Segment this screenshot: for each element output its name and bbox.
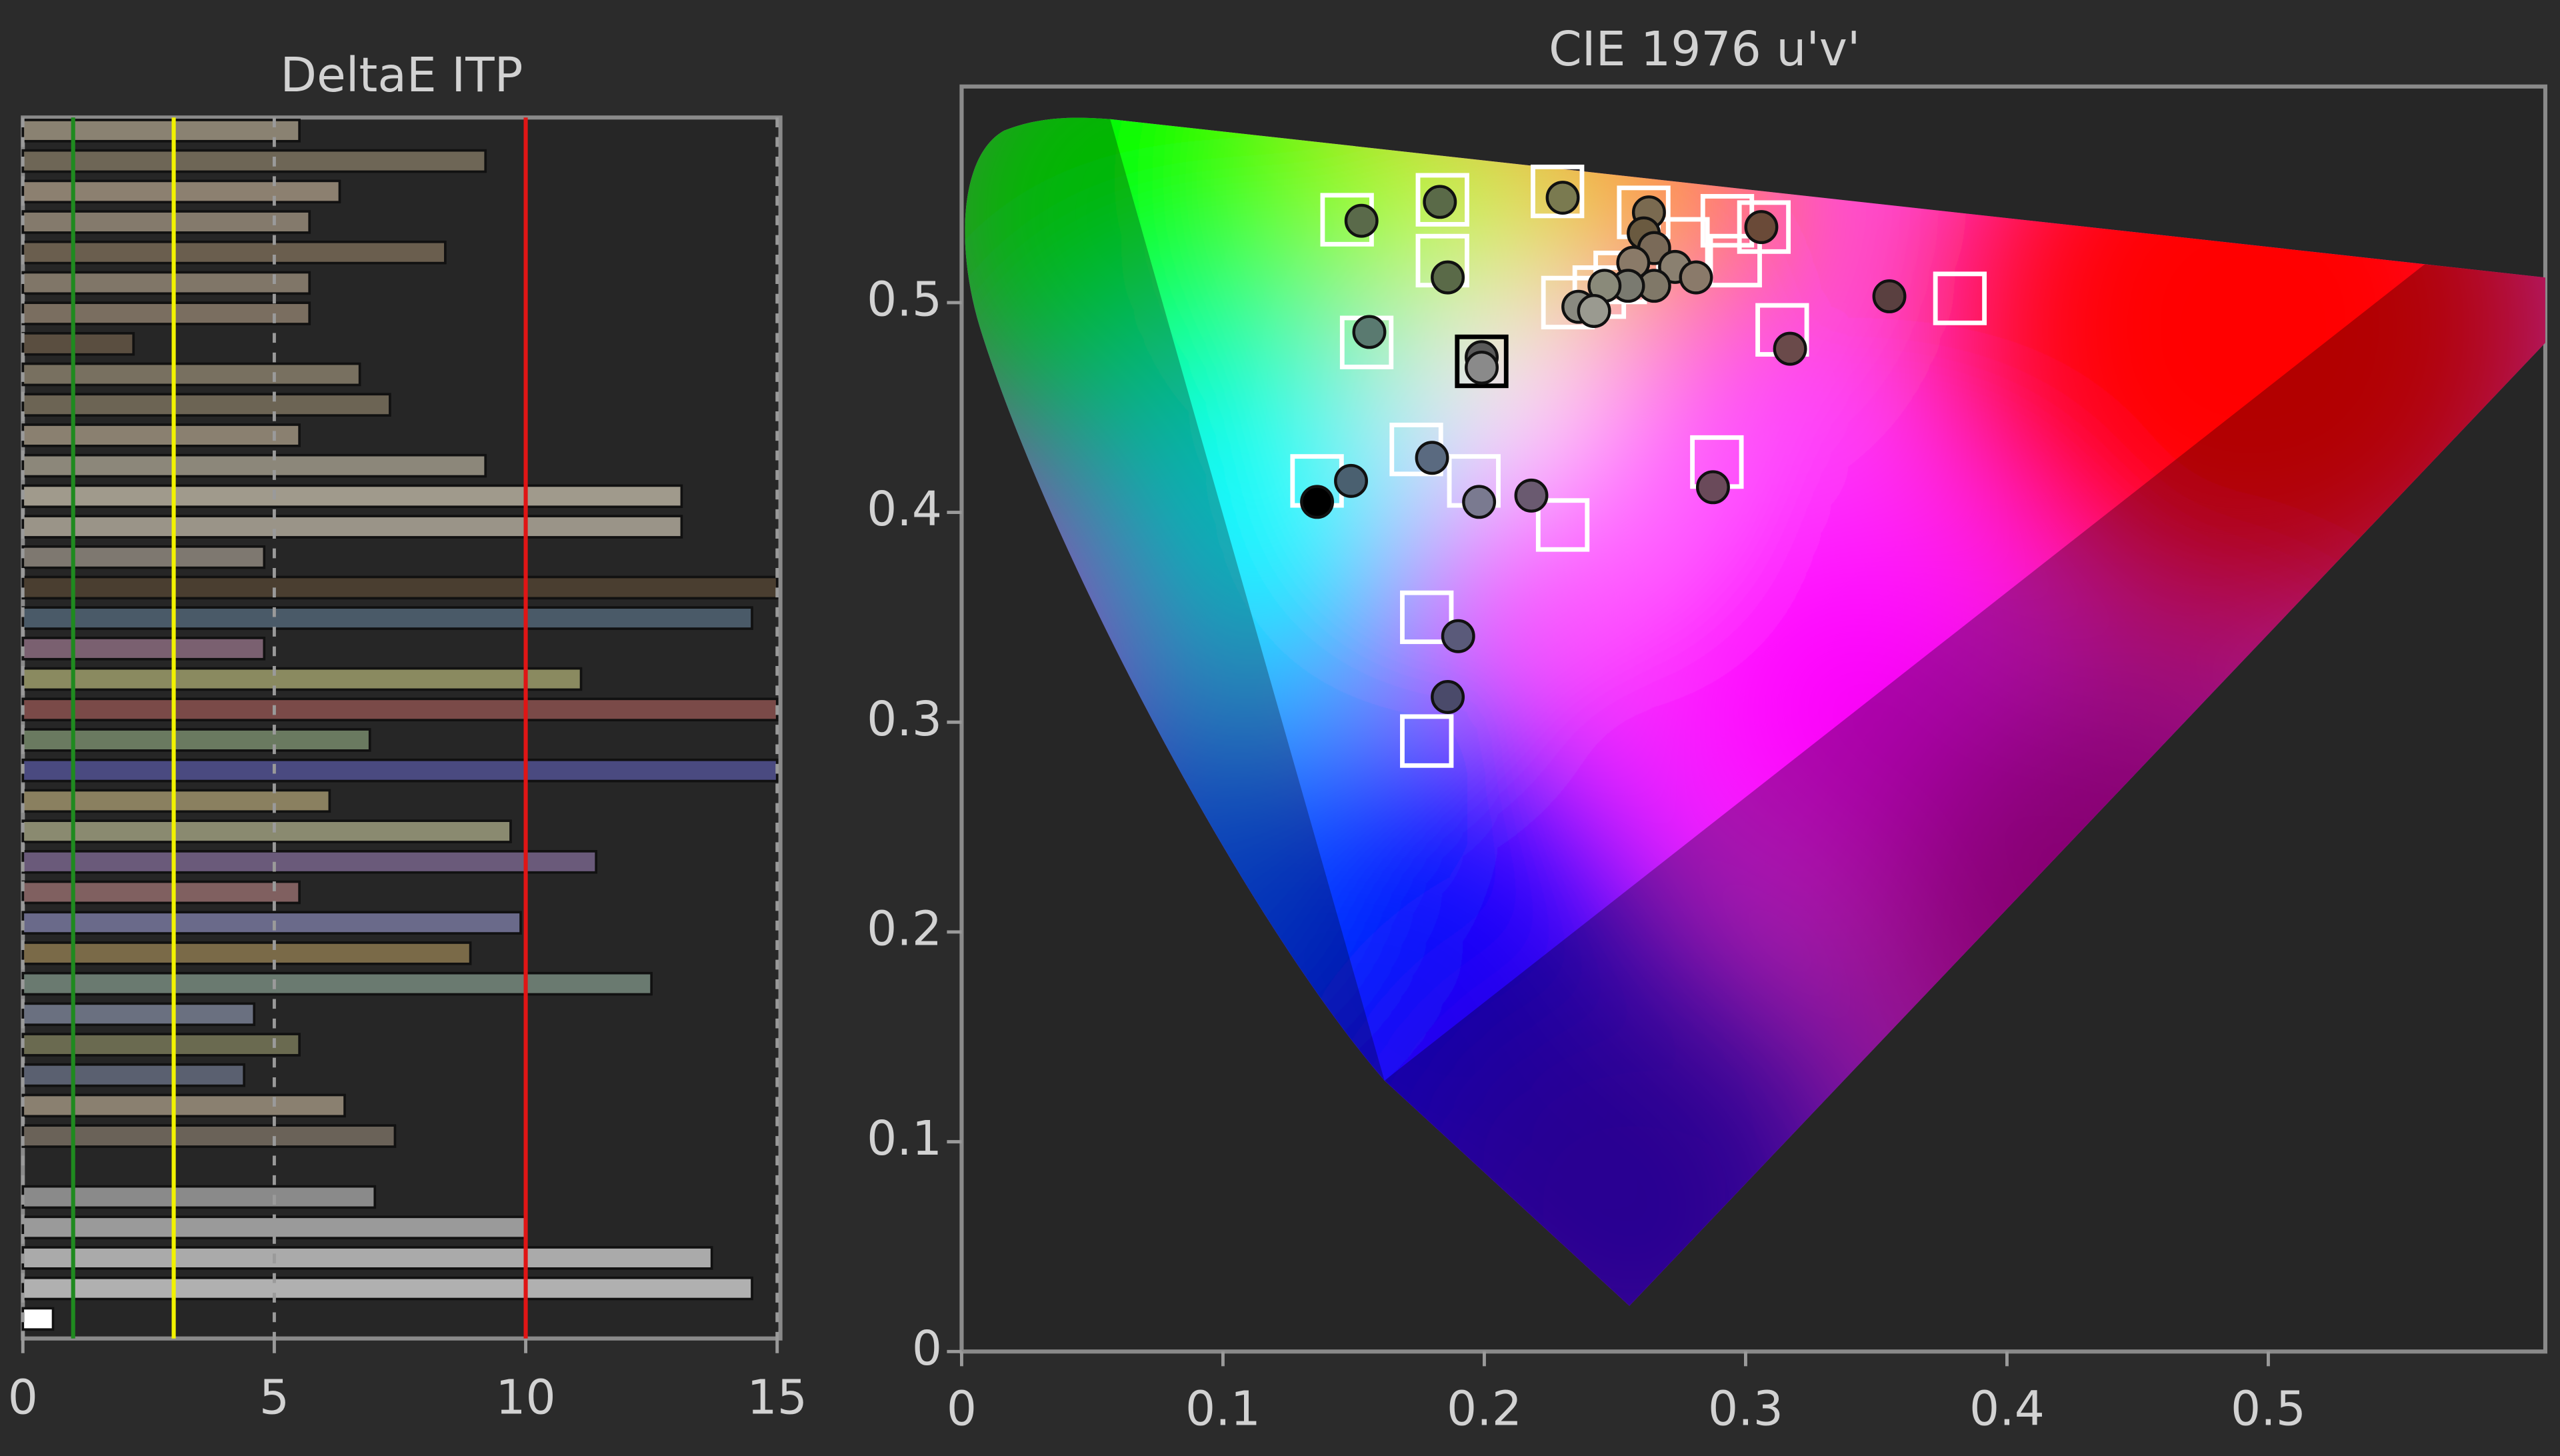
- target-marker: [1531, 164, 1585, 219]
- bar: [21, 728, 371, 752]
- measured-marker: [1441, 619, 1475, 653]
- x-tick-label: 0.5: [2231, 1381, 2306, 1436]
- measured-marker: [1744, 210, 1779, 245]
- x-tick-label: 5: [259, 1369, 289, 1425]
- bar: [21, 484, 683, 509]
- chart-title: DeltaE ITP: [280, 47, 523, 103]
- bar: [21, 515, 683, 539]
- chart-title: CIE 1976 u'v': [1549, 21, 1860, 77]
- bar: [21, 1063, 246, 1087]
- plot-area: [21, 115, 783, 1341]
- bar: [21, 911, 522, 935]
- bar: [21, 697, 779, 722]
- bar: [21, 179, 341, 204]
- bar: [21, 1124, 397, 1148]
- bar: [21, 423, 301, 447]
- target-marker: [1535, 498, 1590, 552]
- y-tick-label: 0: [912, 1321, 942, 1376]
- measured-marker: [1431, 680, 1465, 714]
- x-tick-label: 15: [747, 1369, 807, 1425]
- x-tick-label: 0.1: [1185, 1381, 1261, 1436]
- bar: [21, 210, 311, 234]
- x-tick-label: 0.2: [1447, 1381, 1522, 1436]
- bar: [21, 393, 391, 417]
- x-tick-label: 0.4: [1969, 1381, 2045, 1436]
- target-marker: [1933, 271, 1987, 325]
- bar: [21, 880, 301, 905]
- bar: [21, 758, 779, 783]
- measured-marker: [1773, 331, 1807, 366]
- bar: [21, 301, 311, 325]
- y-tick-label: 0.2: [867, 901, 942, 956]
- bar: [21, 789, 331, 813]
- measured-marker: [1679, 260, 1713, 295]
- target-marker: [1400, 714, 1454, 768]
- measured-marker: [1300, 485, 1335, 519]
- bar: [21, 1002, 256, 1027]
- y-tick-label: 0.5: [867, 271, 942, 327]
- bar: [21, 453, 487, 478]
- measured-marker: [1431, 260, 1465, 295]
- bar: [21, 1033, 301, 1057]
- bar: [21, 362, 361, 387]
- bar: [21, 637, 266, 661]
- y-tick-label: 0.1: [867, 1111, 942, 1166]
- bar: [21, 1185, 377, 1209]
- bar: [21, 819, 512, 843]
- measured-marker: [1334, 463, 1368, 498]
- target-marker: [1415, 173, 1469, 227]
- measured-marker: [1415, 441, 1449, 475]
- measured-marker: [1465, 350, 1499, 385]
- target-marker: [1455, 334, 1509, 389]
- y-tick-label: 0.3: [867, 691, 942, 747]
- bar: [21, 271, 311, 295]
- x-tick-label: 0.3: [1708, 1381, 1783, 1436]
- bar: [21, 850, 598, 874]
- measured-marker: [1352, 315, 1387, 349]
- bar: [21, 1246, 713, 1270]
- measured-marker: [1872, 279, 1907, 313]
- measured-marker: [1695, 470, 1730, 505]
- bar: [21, 332, 135, 356]
- bar: [21, 575, 779, 600]
- measured-marker: [1545, 181, 1580, 215]
- bar: [21, 1307, 55, 1331]
- x-tick-label: 10: [495, 1369, 555, 1425]
- x-tick-label: 0: [947, 1381, 977, 1436]
- bar: [21, 667, 583, 691]
- measured-marker: [1514, 478, 1549, 513]
- bar: [21, 1276, 753, 1301]
- bar: [21, 971, 653, 996]
- measured-marker: [1423, 185, 1457, 219]
- target-marker: [1708, 233, 1762, 288]
- x-tick-label: 0: [8, 1369, 38, 1425]
- bar: [21, 149, 487, 173]
- bar: [21, 606, 753, 630]
- bar: [21, 119, 301, 143]
- measured-marker: [1462, 485, 1497, 519]
- bar: [21, 545, 266, 569]
- measured-marker: [1577, 294, 1611, 328]
- y-tick-label: 0.4: [867, 481, 942, 537]
- target-marker: [1737, 200, 1791, 254]
- target-marker: [1400, 590, 1454, 645]
- measured-marker: [1344, 203, 1379, 238]
- bar: [21, 941, 472, 965]
- bar: [21, 240, 447, 265]
